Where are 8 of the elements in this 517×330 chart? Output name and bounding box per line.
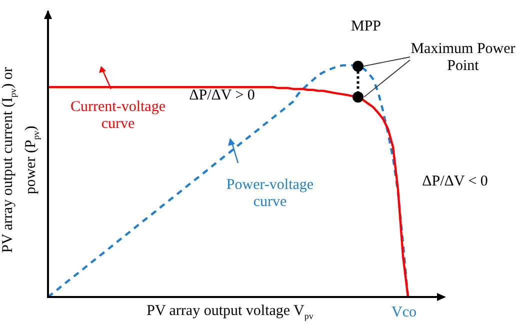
annotation: Power-voltage curve: [225, 177, 315, 211]
text: ΔP/ΔV < 0: [422, 174, 488, 190]
x-axis-title: PV array output voltage V$_{pv}$: [146, 303, 314, 323]
annotation: ΔP/ΔV > 0: [189, 88, 255, 104]
annotation: Current-voltage curve: [70, 99, 166, 133]
text: MPP: [350, 18, 382, 36]
text: Vco: [392, 304, 416, 322]
text: Maximum Power Point: [410, 41, 516, 75]
